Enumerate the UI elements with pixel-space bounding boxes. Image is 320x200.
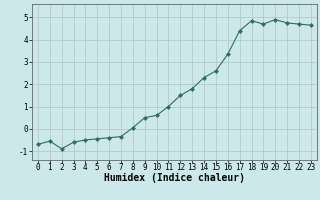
X-axis label: Humidex (Indice chaleur): Humidex (Indice chaleur) <box>104 173 245 183</box>
